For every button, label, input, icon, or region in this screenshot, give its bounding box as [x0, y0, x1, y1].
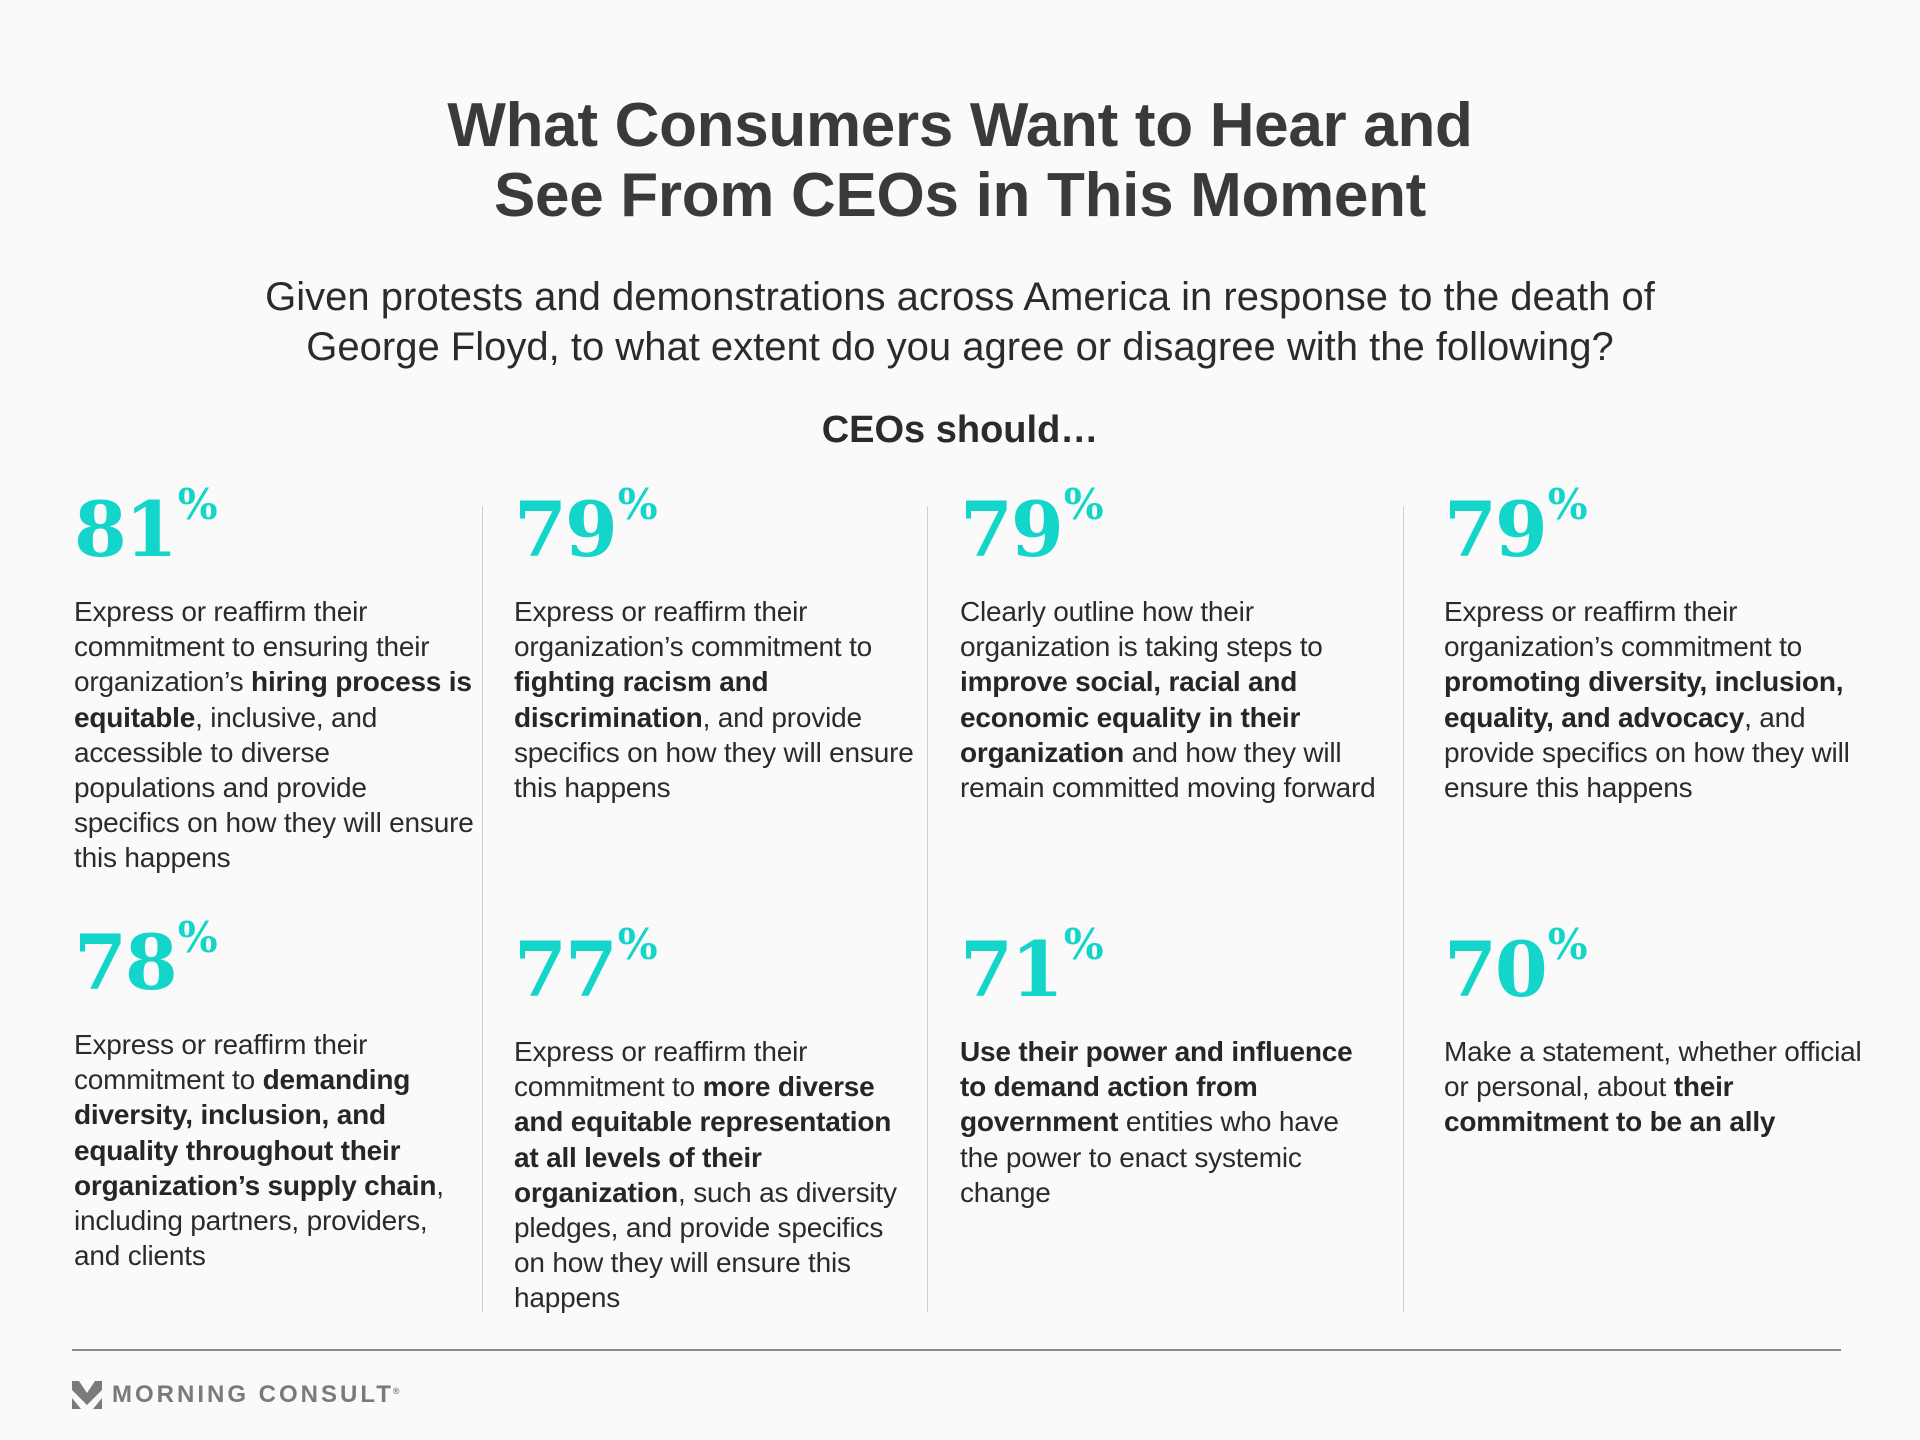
stat-percentage: 79%	[514, 484, 914, 574]
stat-percentage: 77%	[514, 924, 914, 1014]
section-lead: CEOs should…	[821, 409, 1099, 451]
stat-description: Clearly outline how their organization i…	[960, 594, 1380, 805]
stat-description-emphasis: more diverse and equitable representatio…	[514, 1071, 892, 1208]
stat-percentage: 71%	[960, 924, 1380, 1014]
brand-logo: MORNING CONSULT®	[72, 1380, 400, 1410]
stat-value: 70	[1444, 925, 1548, 1014]
stat-description-text: , such as diversity pledges, and provide…	[514, 1176, 897, 1314]
stat-value: 78	[74, 918, 178, 1007]
stat-value: 81	[74, 485, 178, 574]
stat-description: Express or reaffirm their commitment to …	[74, 1027, 474, 1273]
stat-description-emphasis: hiring process is equitable	[74, 666, 472, 733]
stat-description: Make a statement, whether official or pe…	[1444, 1034, 1864, 1140]
percent-sign: %	[177, 913, 218, 962]
stat-description-text: Express or reaffirm their organization’s…	[514, 596, 873, 663]
stat-card: 77% Express or reaffirm their commitment…	[514, 924, 914, 1316]
percent-sign: %	[1547, 480, 1588, 529]
stat-percentage: 78%	[74, 917, 474, 1007]
stat-card: 79% Express or reaffirm their organizati…	[514, 484, 914, 805]
stat-percentage: 79%	[1444, 484, 1864, 574]
stat-description-text: , and provide specifics on how they will…	[1444, 701, 1850, 804]
stat-description-text: Express or reaffirm their commitment to	[74, 1029, 368, 1096]
brand-name: MORNING CONSULT®	[112, 1380, 400, 1410]
stat-description-text: and how they will remain committed movin…	[960, 736, 1376, 804]
stat-description: Use their power and influence to demand …	[960, 1034, 1380, 1210]
percent-sign: %	[617, 480, 658, 529]
registered-mark: ®	[392, 1386, 400, 1396]
column-divider	[927, 506, 928, 1312]
stat-card: 79% Clearly outline how their organizati…	[960, 484, 1380, 805]
stat-description-text: Make a statement, whether official or pe…	[1444, 1036, 1862, 1103]
stat-description-emphasis: improve social, racial and economic equa…	[960, 666, 1301, 768]
percent-sign: %	[1063, 920, 1104, 969]
stat-value: 79	[960, 485, 1064, 574]
survey-question-line: Given protests and demonstrations across…	[265, 275, 1655, 319]
stat-card: 79% Express or reaffirm their organizati…	[1444, 484, 1864, 805]
stat-description: Express or reaffirm their commitment to …	[514, 1034, 914, 1316]
page-title-line: See From CEOs in This Moment	[493, 161, 1427, 230]
column-divider	[1403, 506, 1404, 1312]
survey-question-line: George Floyd, to what extent do you agre…	[306, 325, 1614, 369]
stat-value: 77	[514, 925, 618, 1014]
stat-card: 78% Express or reaffirm their commitment…	[74, 917, 474, 1273]
stat-card: 71% Use their power and influence to dem…	[960, 924, 1380, 1210]
stat-description-text: Clearly outline how their organization i…	[960, 596, 1323, 663]
column-divider	[482, 506, 483, 1312]
stat-description-text: Express or reaffirm their commitment to	[514, 1036, 808, 1103]
footer-divider	[72, 1349, 1841, 1351]
percent-sign: %	[617, 920, 658, 969]
percent-sign: %	[1547, 920, 1588, 969]
stat-card: 81% Express or reaffirm their commitment…	[74, 484, 474, 876]
stat-percentage: 81%	[74, 484, 474, 574]
stat-description-text: , including partners, providers, and cli…	[74, 1169, 444, 1272]
stat-description: Express or reaffirm their organization’s…	[1444, 594, 1864, 805]
morning-consult-m-icon	[72, 1381, 102, 1409]
stat-description-emphasis: promoting diversity, inclusion, equality…	[1444, 666, 1844, 733]
stat-description-text: , inclusive, and accessible to diverse p…	[74, 701, 474, 874]
page-title: What Consumers Want to Hear and See From…	[0, 91, 1920, 231]
stat-description-text: , and provide specifics on how they will…	[514, 701, 914, 804]
stat-percentage: 79%	[960, 484, 1380, 574]
stat-description-text: entities who have the power to enact sys…	[960, 1106, 1339, 1208]
stat-value: 71	[960, 925, 1064, 1014]
percent-sign: %	[177, 480, 218, 529]
stat-description-emphasis: Use their power and influence to demand …	[960, 1036, 1353, 1138]
stat-percentage: 70%	[1444, 924, 1864, 1014]
percent-sign: %	[1063, 480, 1104, 529]
stat-card: 70% Make a statement, whether official o…	[1444, 924, 1864, 1140]
stat-description-text: Express or reaffirm their commitment to …	[74, 596, 430, 698]
stat-description: Express or reaffirm their commitment to …	[74, 594, 474, 876]
stat-value: 79	[1444, 485, 1548, 574]
stat-description-emphasis: demanding diversity, inclusion, and equa…	[74, 1064, 437, 1201]
stat-description-emphasis: fighting racism and discrimination	[514, 666, 769, 733]
survey-question: Given protests and demonstrations across…	[0, 272, 1920, 372]
page-title-line: What Consumers Want to Hear and	[447, 91, 1473, 160]
stat-description-emphasis: their commitment to be an ally	[1444, 1071, 1776, 1138]
stat-value: 79	[514, 485, 618, 574]
brand-name-text: MORNING CONSULT	[112, 1381, 394, 1408]
stat-description-text: Express or reaffirm their organization’s…	[1444, 596, 1803, 663]
stat-description: Express or reaffirm their organization’s…	[514, 594, 914, 805]
